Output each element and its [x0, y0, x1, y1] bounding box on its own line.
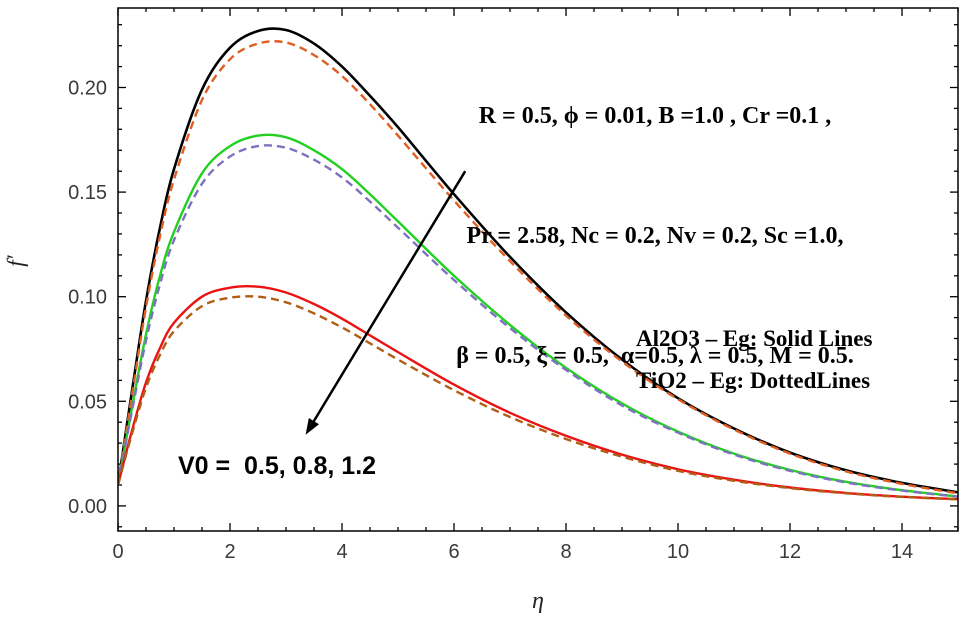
svg-text:0.00: 0.00	[68, 496, 107, 518]
parameter-line-1: R = 0.5, ϕ = 0.01, B =1.0 , Cr =0.1 ,	[478, 103, 832, 129]
svg-text:8: 8	[560, 541, 571, 563]
v0-annotation: V0 = 0.5, 0.8, 1.2	[178, 452, 377, 480]
svg-text:0.15: 0.15	[68, 182, 107, 204]
svg-text:4: 4	[336, 541, 347, 563]
legend: Al2O3 – Eg: Solid Lines TiO2 – Eg: Dotte…	[636, 318, 872, 402]
svg-text:14: 14	[891, 541, 913, 563]
svg-text:2: 2	[224, 541, 235, 563]
svg-text:0.10: 0.10	[68, 287, 107, 309]
legend-solid-label: Al2O3 – Eg: Solid Lines	[636, 326, 873, 351]
svg-text:0: 0	[112, 541, 123, 563]
x-axis-label: η	[532, 588, 544, 614]
svg-text:0.05: 0.05	[68, 391, 107, 413]
svg-text:12: 12	[779, 541, 801, 563]
svg-text:6: 6	[448, 541, 459, 563]
svg-text:0.20: 0.20	[68, 78, 107, 100]
parameter-line-2: Pr = 2.58, Nc = 0.2, Nv = 0.2, Sc =1.0,	[466, 223, 844, 249]
legend-dashed-label: TiO2 – Eg: DottedLines	[636, 368, 871, 393]
y-axis-label: f′	[3, 255, 28, 267]
parameter-line-3: β = 0.5, ξ = 0.5, α=0.5, λ = 0.5, M = 0.…	[456, 343, 854, 369]
svg-text:10: 10	[667, 541, 689, 563]
parameter-annotation: R = 0.5, ϕ = 0.01, B =1.0 , Cr =0.1 , Pr…	[390, 16, 920, 456]
